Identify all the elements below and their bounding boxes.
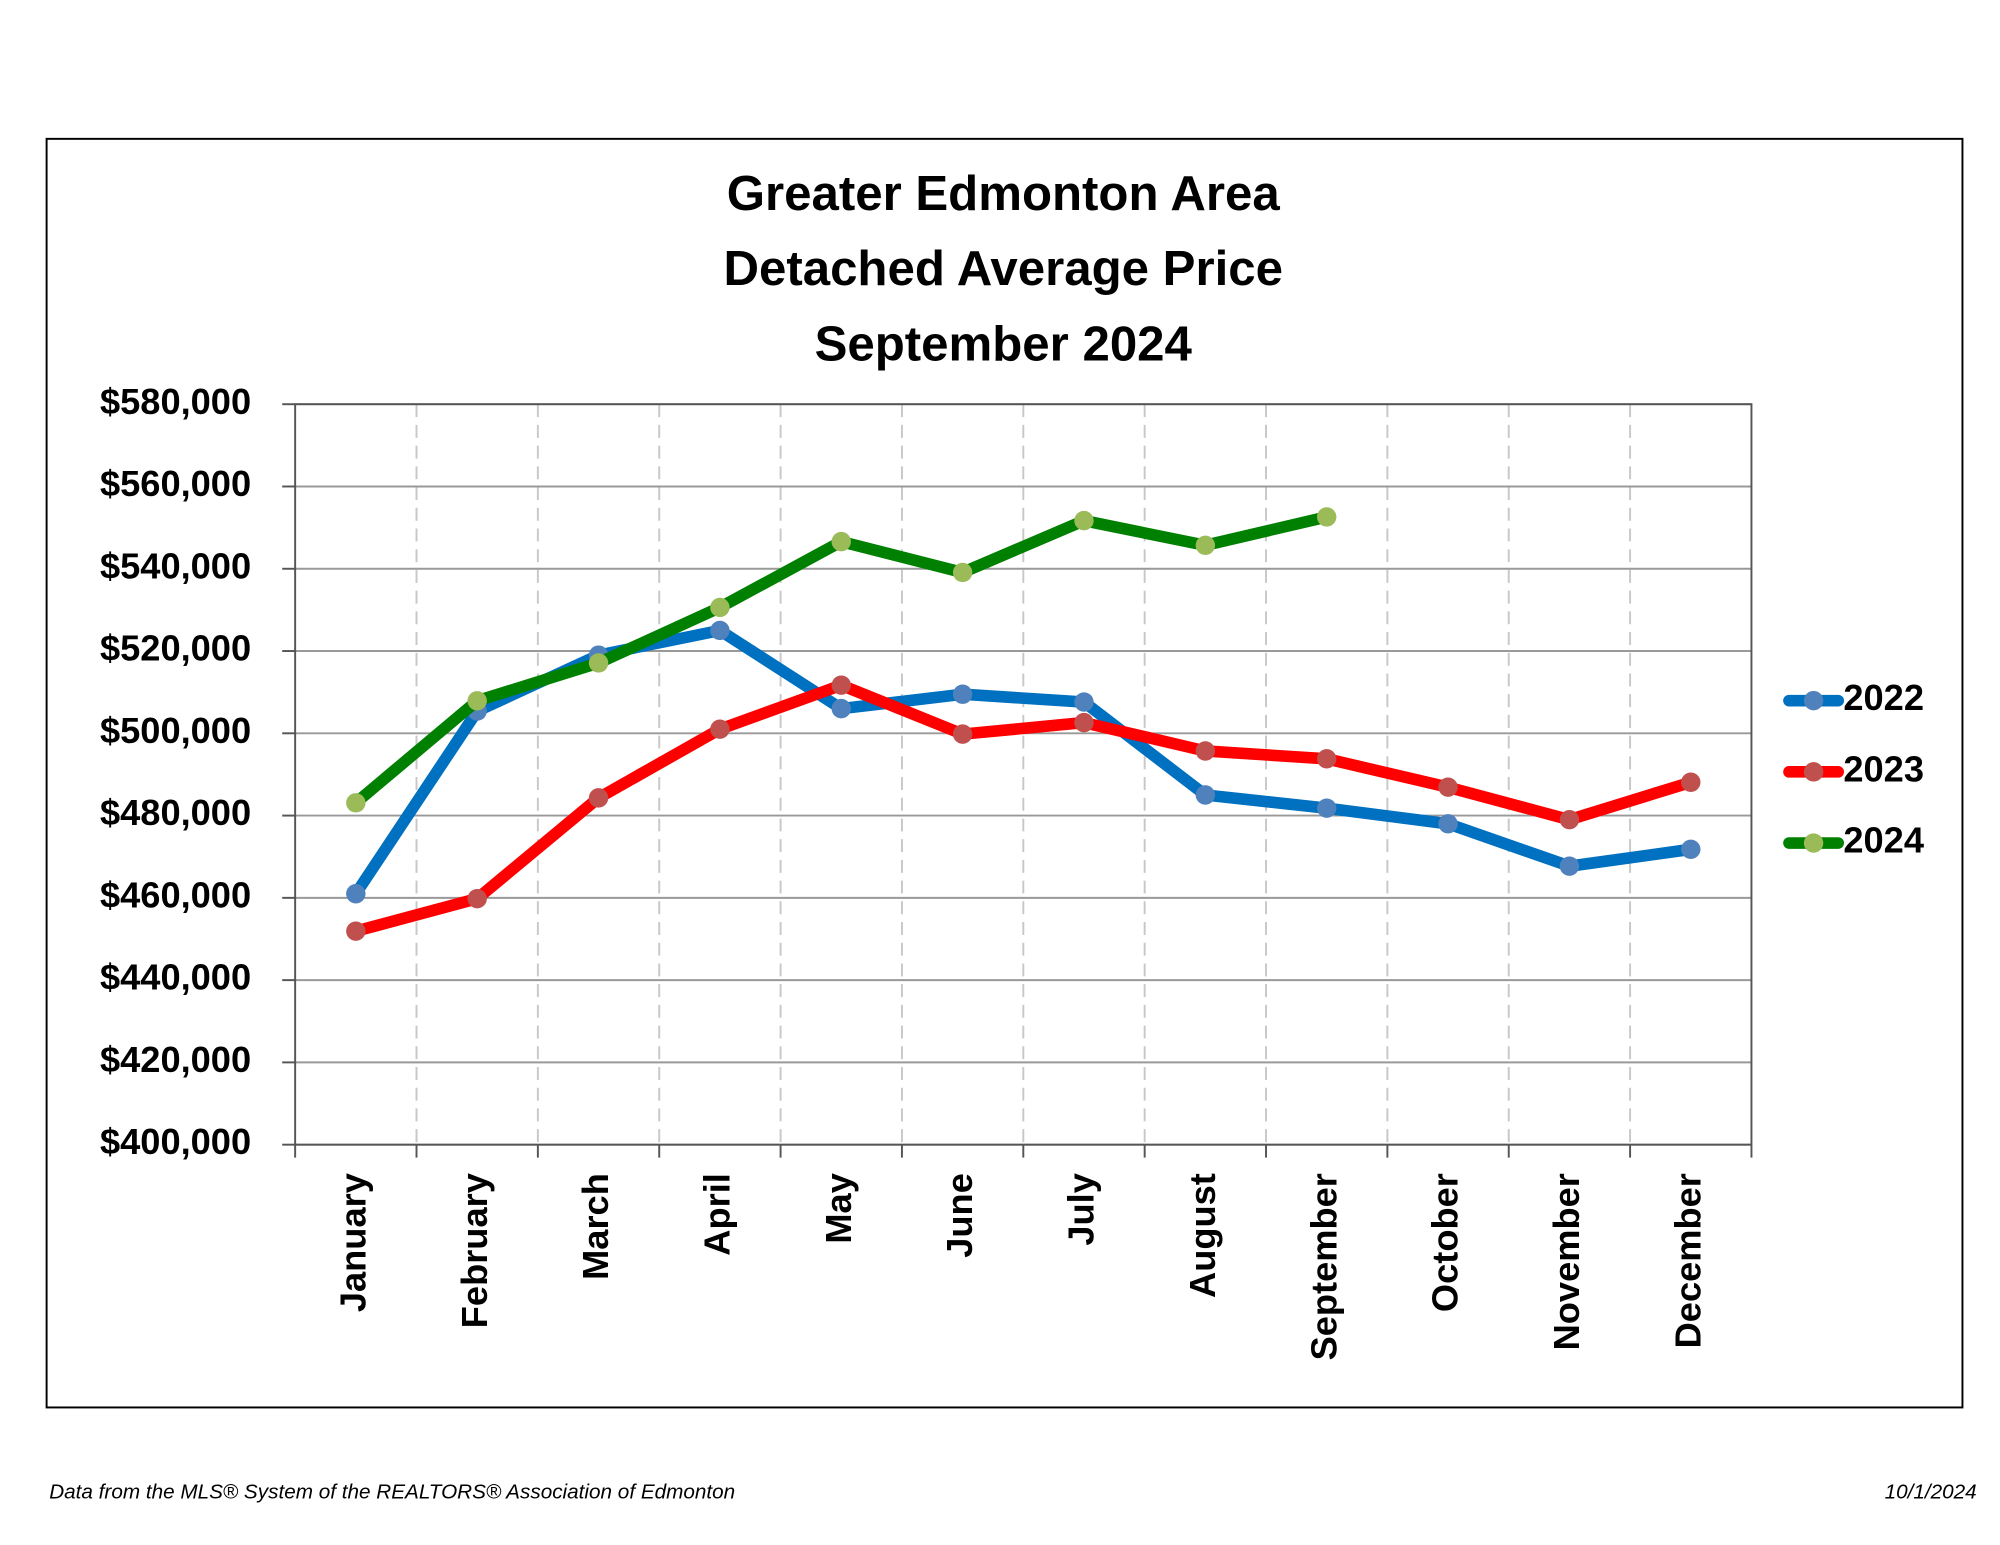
data-point xyxy=(952,562,973,583)
legend-label: 2024 xyxy=(1843,820,1924,861)
y-tick-label: $500,000 xyxy=(100,710,251,751)
y-tick-label: $520,000 xyxy=(100,628,251,669)
data-point xyxy=(1316,749,1337,769)
data-point xyxy=(1074,692,1094,712)
y-tick-label: $480,000 xyxy=(100,792,251,833)
data-point xyxy=(952,684,973,704)
data-point xyxy=(1681,839,1701,860)
chart-title: September 2024 xyxy=(815,316,1193,371)
x-tick-label: April xyxy=(696,1173,737,1256)
data-point xyxy=(831,698,851,719)
data-point xyxy=(1195,741,1216,761)
data-point xyxy=(346,921,366,941)
data-point xyxy=(467,691,487,711)
data-point xyxy=(831,675,851,695)
chart-title: Detached Average Price xyxy=(723,241,1283,296)
data-point xyxy=(1074,510,1094,531)
x-tick-label: February xyxy=(454,1173,495,1328)
data-point xyxy=(1559,809,1580,830)
data-point xyxy=(1195,785,1216,805)
legend-marker xyxy=(1803,690,1824,711)
data-point xyxy=(467,888,487,909)
y-tick-label: $400,000 xyxy=(100,1121,251,1162)
date-note: 10/1/2024 xyxy=(1885,1480,1977,1503)
x-tick-label: March xyxy=(575,1173,616,1280)
data-point xyxy=(831,531,851,552)
y-tick-label: $460,000 xyxy=(100,874,251,915)
data-point xyxy=(1559,856,1580,876)
data-point xyxy=(346,884,366,904)
data-point xyxy=(346,793,366,813)
chart-title: Greater Edmonton Area xyxy=(727,166,1281,221)
data-point xyxy=(1438,777,1458,797)
legend-label: 2022 xyxy=(1843,677,1924,718)
series-line xyxy=(350,679,1697,937)
chart-frame xyxy=(45,137,1964,1409)
legend-marker xyxy=(1803,762,1824,782)
data-point xyxy=(710,620,730,641)
data-point xyxy=(1438,814,1458,834)
data-point xyxy=(588,653,609,673)
data-point xyxy=(710,719,730,739)
x-tick-label: January xyxy=(332,1173,373,1312)
y-tick-label: $420,000 xyxy=(100,1039,251,1080)
data-point xyxy=(1074,712,1094,733)
data-point xyxy=(1195,535,1216,556)
x-tick-label: October xyxy=(1425,1173,1466,1312)
x-tick-label: August xyxy=(1182,1173,1223,1298)
data-point xyxy=(588,788,609,808)
y-tick-label: $580,000 xyxy=(100,381,251,422)
x-tick-label: July xyxy=(1061,1173,1102,1246)
y-tick-label: $540,000 xyxy=(100,545,251,586)
data-point xyxy=(1316,507,1337,527)
x-tick-label: May xyxy=(818,1173,859,1244)
data-point xyxy=(1681,772,1701,792)
y-tick-label: $440,000 xyxy=(100,957,251,998)
x-tick-label: June xyxy=(939,1173,980,1258)
x-tick-label: December xyxy=(1667,1173,1708,1348)
x-tick-label: November xyxy=(1546,1173,1587,1350)
x-tick-label: September xyxy=(1303,1173,1344,1360)
legend-marker xyxy=(1803,833,1824,853)
data-point xyxy=(952,724,973,744)
y-tick-label: $560,000 xyxy=(100,463,251,504)
legend-label: 2023 xyxy=(1843,748,1924,789)
data-point xyxy=(1316,798,1337,818)
source-note: Data from the MLS® System of the REALTOR… xyxy=(49,1480,735,1503)
data-point xyxy=(710,597,730,618)
